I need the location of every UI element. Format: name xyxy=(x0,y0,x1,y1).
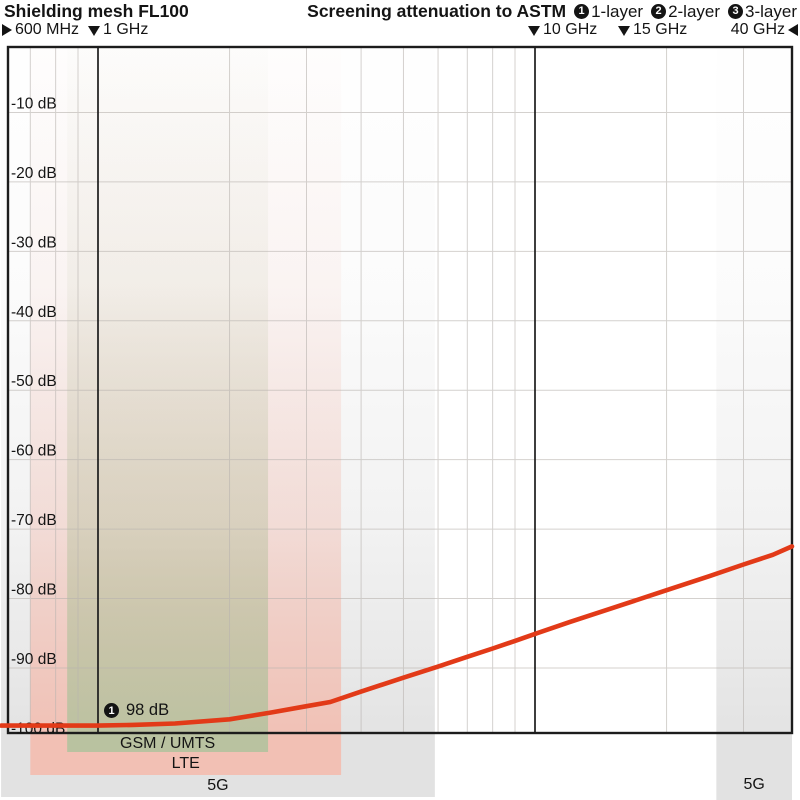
circled-1-icon: 1 xyxy=(104,703,119,718)
marker-label: 10 GHz xyxy=(543,21,598,38)
triangle-right-icon xyxy=(2,24,12,36)
legend-label: 1-layer xyxy=(591,2,644,21)
annotation-value: 98 dB xyxy=(126,701,170,719)
x-axis-marker-15ghz: 15 GHz xyxy=(618,21,687,39)
triangle-left-icon xyxy=(788,24,798,36)
y-tick-label: -60 dB xyxy=(11,443,57,460)
x-axis-marker-1ghz: 1 GHz xyxy=(88,21,148,39)
circled-1-icon: 1 xyxy=(574,4,590,19)
y-axis-labels: -10 dB -20 dB -30 dB -40 dB -50 dB -60 dB -70 … xyxy=(11,95,65,737)
marker-label: 1 GHz xyxy=(103,21,149,38)
gridlines-layer xyxy=(8,47,792,733)
y-tick-label: -20 dB xyxy=(11,165,57,182)
plot-border xyxy=(6,45,794,735)
legend-label: 3-layer xyxy=(745,2,797,21)
x-axis-marker-10ghz: 10 GHz xyxy=(528,21,597,39)
legend-item-3-layer: 3 3-layer xyxy=(728,1,797,22)
page-title: Shielding mesh FL100 xyxy=(4,1,189,21)
major-frequency-lines xyxy=(97,47,536,733)
band-label-gsm-umts: GSM / UMTS xyxy=(120,735,216,752)
y-tick-label: -100 dB xyxy=(11,720,65,737)
chart-title: Screening attenuation to ASTM xyxy=(307,1,567,21)
x-axis-marker-600mhz: 600 MHz xyxy=(2,21,79,39)
legend-label: 2-layer xyxy=(668,2,721,21)
band-label-5g-low: 5G xyxy=(207,777,229,794)
triangle-down-icon xyxy=(618,26,630,36)
curve-annotation-98db: 1 98 dB xyxy=(104,701,169,720)
chart-title-group: Screening attenuation to ASTM 1 1-layer … xyxy=(307,1,797,22)
band-row-gsm-umts xyxy=(67,733,269,752)
legend-item-2-layer: 2 2-layer xyxy=(651,1,720,22)
x-axis-marker-40ghz: 40 GHz xyxy=(731,21,798,39)
marker-label: 600 MHz xyxy=(15,21,80,38)
y-tick-label: -70 dB xyxy=(11,512,57,529)
band-label-lte: LTE xyxy=(171,755,200,772)
triangle-down-icon xyxy=(88,26,100,36)
circled-2-icon: 2 xyxy=(651,4,667,19)
bands-layer xyxy=(1,47,792,800)
triangle-down-icon xyxy=(528,26,540,36)
y-tick-label: -30 dB xyxy=(11,234,57,251)
y-tick-label: -50 dB xyxy=(11,373,57,390)
y-tick-label: -80 dB xyxy=(11,582,57,599)
curve-1-layer xyxy=(0,544,795,728)
circled-3-icon: 3 xyxy=(728,4,744,19)
y-tick-label: -10 dB xyxy=(11,95,57,112)
band-label-5g-mmwave: 5G xyxy=(743,776,765,793)
marker-label: 15 GHz xyxy=(633,21,688,38)
y-tick-label: -40 dB xyxy=(11,304,57,321)
band-row-5g-mmwave xyxy=(716,733,792,800)
y-tick-label: -90 dB xyxy=(11,651,57,668)
marker-label: 40 GHz xyxy=(730,21,785,38)
legend-item-1-layer: 1 1-layer xyxy=(574,1,643,22)
